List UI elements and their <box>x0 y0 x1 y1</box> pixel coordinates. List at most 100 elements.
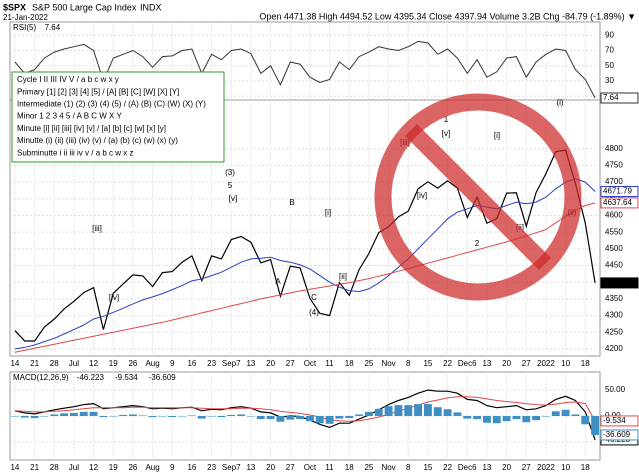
exchange: INDX <box>140 2 162 12</box>
histogram-bar <box>99 416 108 418</box>
sign-bar <box>404 123 552 271</box>
wave-legend-entry: Minute [i] [ii] [iii] [iv] [v] / [a] [b]… <box>17 124 166 133</box>
wave-label: (i) <box>556 98 563 107</box>
y-tick-label: 50.00 <box>605 385 626 394</box>
x-tick-label: 18 <box>345 463 354 472</box>
wave-label: [iv] <box>417 191 427 200</box>
histogram-bar <box>492 416 501 424</box>
x-tick-label: 13 <box>246 463 255 472</box>
x-tick-label: 16 <box>187 359 196 368</box>
wave-legend-box <box>11 71 225 163</box>
x-tick-label: 11 <box>325 463 334 472</box>
histogram-bar <box>89 411 98 416</box>
wave-label: 5 <box>228 181 233 190</box>
panel-title-value: -36.609 <box>149 373 177 382</box>
y-tick-label: 4350 <box>605 294 623 303</box>
x-tick-label: 2022 <box>537 463 555 472</box>
histogram-bar <box>374 408 383 416</box>
histogram-bar <box>423 404 432 416</box>
x-tick-label: 26 <box>128 359 137 368</box>
x-tick-label: Sep7 <box>222 359 241 368</box>
value-tag-box <box>600 197 639 209</box>
histogram-bar <box>128 414 137 416</box>
x-tick-label: 27 <box>522 359 531 368</box>
x-tick-label: 14 <box>10 463 19 472</box>
date: 21-Jan-2022 <box>3 13 48 22</box>
histogram-bar <box>79 411 88 416</box>
x-tick-label: 19 <box>109 359 118 368</box>
y-tick-label: 4500 <box>605 244 623 253</box>
histogram-bar <box>443 409 452 416</box>
value-tag: -9.534 <box>603 416 626 425</box>
x-tick-label: 13 <box>482 359 491 368</box>
x-tick-label: 28 <box>50 359 59 368</box>
value-tag-box <box>600 429 639 441</box>
x-tick-label: 27 <box>522 463 531 472</box>
histogram-bar <box>30 416 39 419</box>
histogram-bar <box>227 414 236 416</box>
sign-circle <box>374 93 582 301</box>
value-tag: -36.609 <box>603 430 631 439</box>
wave-label: [v] <box>442 129 450 138</box>
x-tick-label: 26 <box>128 463 137 472</box>
x-tick-label: 16 <box>187 463 196 472</box>
histogram-bar <box>40 416 49 417</box>
y-tick-label: 30 <box>605 76 614 85</box>
histogram-bar <box>69 412 78 416</box>
panel-title-value: -46.223 <box>77 373 105 382</box>
histogram-bar <box>20 416 29 418</box>
x-tick-label: Aug <box>145 463 159 472</box>
y-tick-label: 4200 <box>605 344 623 353</box>
value-tag: 4637.64 <box>603 198 632 207</box>
x-tick-label: 25 <box>364 359 373 368</box>
y-tick-label: 4450 <box>605 261 623 270</box>
x-tick-label: Jul <box>69 359 79 368</box>
value-tag: 4671.79 <box>603 187 632 196</box>
histogram-bar <box>148 416 157 418</box>
x-tick-label: 11 <box>325 359 334 368</box>
wave-label: [i] <box>494 131 500 140</box>
histogram-bar <box>315 416 324 424</box>
histogram-bar <box>355 414 364 416</box>
x-tick-label: Oct <box>304 463 317 472</box>
histogram-bar <box>581 416 590 425</box>
wave-label: B <box>289 198 294 207</box>
wave-legend-entry: Minutte (i) (ii) (iii) (iv) (v) / (a) (b… <box>17 136 178 145</box>
histogram-bar <box>296 416 305 420</box>
histogram-bar <box>453 412 462 416</box>
histogram-bar <box>512 416 521 420</box>
histogram-bar <box>266 416 275 420</box>
x-tick-label: Nov <box>381 359 395 368</box>
y-tick-label: 4600 <box>605 211 623 220</box>
x-tick-label: 18 <box>581 463 590 472</box>
histogram-bar <box>109 416 118 417</box>
quote: Open 4471.38 High 4494.52 Low 4395.34 Cl… <box>259 11 636 21</box>
y-tick-label: 70 <box>605 46 614 55</box>
x-tick-label: Dec6 <box>458 359 477 368</box>
series-line <box>14 40 596 99</box>
y-tick-label: 4750 <box>605 161 623 170</box>
histogram-bar <box>217 416 226 418</box>
x-tick-label: 18 <box>581 359 590 368</box>
histogram-bar <box>551 411 560 416</box>
x-tick-label: 22 <box>443 359 452 368</box>
wave-label: [v] <box>229 194 237 203</box>
histogram-bar <box>119 414 128 416</box>
value-tag-box <box>600 415 639 427</box>
x-tick-label: 20 <box>502 463 511 472</box>
panel-frame <box>9 99 601 357</box>
histogram-bar <box>532 416 541 421</box>
histogram-bar <box>10 416 19 417</box>
wave-label: (3) <box>225 168 235 177</box>
histogram-bar <box>158 416 167 417</box>
wave-legend-entry: Intermediate (1) (2) (3) (4) (5) / (A) (… <box>17 100 206 109</box>
histogram-bar <box>138 415 147 416</box>
histogram-bar <box>433 407 442 416</box>
wave-label: 1 <box>444 115 449 124</box>
x-tick-label: 23 <box>207 359 216 368</box>
panel-title-value: 7.64 <box>45 23 61 32</box>
histogram-bar <box>404 405 413 416</box>
histogram-bar <box>384 406 393 416</box>
wave-label: [i] <box>325 208 331 217</box>
x-tick-label: Nov <box>381 463 395 472</box>
